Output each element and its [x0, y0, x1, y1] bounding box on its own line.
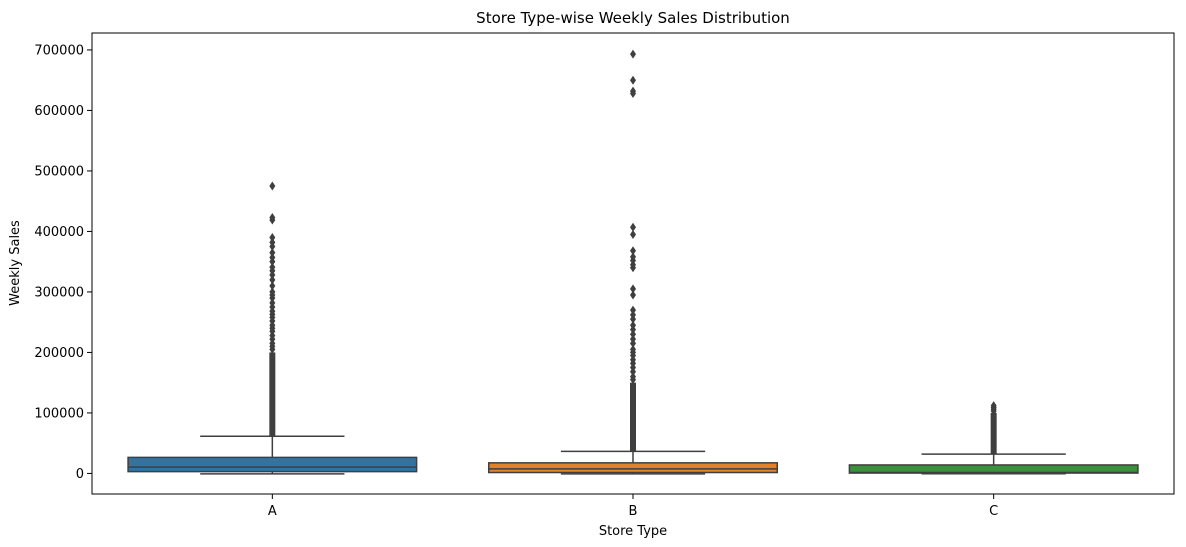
y-tick-label: 400000: [34, 225, 84, 240]
y-tick-label: 300000: [34, 285, 84, 300]
x-tick-label: A: [268, 504, 277, 519]
box-iqr: [487, 462, 779, 474]
outlier-point: [269, 213, 276, 223]
outlier-point: [630, 252, 636, 262]
outlier-point: [269, 287, 276, 297]
outlier-band: [990, 412, 997, 454]
outlier-point: [630, 229, 636, 239]
outlier-point: [630, 290, 636, 300]
y-tick-label: 100000: [34, 406, 84, 421]
outlier-point: [630, 75, 636, 85]
x-tick-label: C: [989, 504, 998, 519]
box-group-b: [487, 49, 779, 475]
y-tick-label: 500000: [34, 164, 84, 179]
y-tick-label: 200000: [34, 346, 84, 361]
outlier-point: [630, 344, 636, 354]
outlier-point: [269, 281, 276, 291]
outlier-point: [269, 252, 276, 262]
outlier-point: [630, 329, 636, 339]
outlier-point: [630, 310, 636, 320]
outlier-point: [630, 86, 636, 96]
box-iqr: [127, 456, 418, 473]
outlier-point: [630, 49, 636, 59]
y-tick-label: 600000: [34, 104, 84, 119]
outlier-point: [630, 334, 636, 344]
outlier-band: [269, 352, 276, 436]
plot-area: [127, 49, 1139, 475]
outlier-point: [269, 298, 276, 308]
outlier-point: [630, 320, 636, 330]
outlier-point: [630, 222, 636, 232]
outlier-point: [630, 284, 636, 294]
outlier-point: [269, 232, 276, 242]
outlier-band: [630, 382, 636, 452]
box-group-c: [848, 401, 1139, 475]
chart-title: Store Type-wise Weekly Sales Distributio…: [476, 9, 790, 27]
y-axis: 0 100000 200000 300000 400000 500000 600000 700…: [34, 43, 92, 482]
outlier-point: [269, 262, 276, 272]
x-axis: A B C: [268, 494, 998, 519]
outlier-point: [269, 237, 276, 247]
outlier-point: [630, 246, 636, 256]
outlier-point: [990, 401, 997, 411]
outlier-point: [269, 275, 276, 285]
x-tick-label: B: [629, 504, 638, 519]
y-tick-label: 700000: [34, 43, 84, 58]
x-axis-title: Store Type: [599, 524, 667, 539]
outlier-point: [269, 181, 276, 191]
y-axis-title: Weekly Sales: [8, 220, 23, 306]
y-tick-label: 0: [76, 467, 84, 482]
outlier-point: [269, 248, 276, 258]
outlier-point: [630, 305, 636, 315]
outlier-point: [630, 372, 636, 382]
box-group-a: [127, 181, 418, 475]
